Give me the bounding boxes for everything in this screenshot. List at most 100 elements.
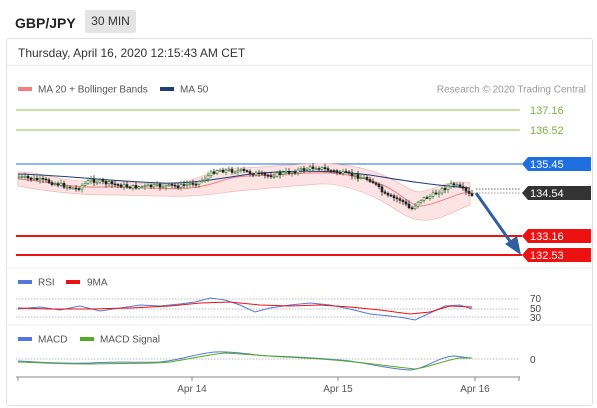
candle-body [179,184,183,188]
candle-body [83,183,87,186]
macd-signal-legend-label: MACD Signal [100,335,160,346]
candle-body [251,173,255,176]
candle-body [20,176,24,178]
candle-body [434,192,438,195]
candle-body [65,186,69,189]
candle-body [344,171,348,173]
candle-body [461,186,465,189]
x-tick-apr15: Apr 15 [323,384,353,395]
candle-body [122,184,126,188]
candle-body [350,172,354,177]
legend-ma20-swatch [18,87,32,91]
candle-body [170,184,174,186]
candle-body [425,197,429,199]
card-header: Thursday, April 16, 2020 12:15:43 AM CET [7,39,592,66]
timeframe-tab[interactable]: 30 MIN [85,10,136,33]
candle-body [278,172,282,176]
candle-body [428,196,432,199]
candle-body [56,183,60,186]
rsi-legend-label: RSI [38,278,55,289]
candle-body [257,172,261,175]
rsi-label-30: 30 [530,313,542,324]
candle-body [443,188,447,190]
candle-body [47,179,51,183]
candle-body [266,174,270,177]
candle-body [413,205,417,210]
candle-body [68,186,72,189]
candle-body [248,171,252,175]
candle-body [191,183,195,185]
candle-body [392,195,396,199]
candle-body [110,181,114,185]
candle-body [26,175,30,179]
candle-body [260,172,264,175]
candle-body [320,167,324,170]
candle-body [182,184,186,186]
candle-body [155,183,159,186]
candle-body [35,177,39,181]
candle-body [137,186,141,189]
candle-body [86,180,90,184]
legend-ma50-swatch [160,87,174,91]
candle-body [395,197,399,200]
candle-body [227,169,231,171]
rsi-ma-line [17,301,473,315]
candle-body [296,169,300,174]
candle-body [149,184,153,188]
candle-body [437,192,441,195]
ma20-line [17,172,471,207]
candle-body [383,191,387,194]
macd-signal-line [17,352,472,370]
candle-body [464,187,468,192]
candle-body [200,180,204,182]
support-label-2-bg [522,248,591,262]
candle-body [233,171,237,174]
pair-title: GBP/JPY [15,15,76,31]
candle-body [293,171,297,174]
candle-body [62,183,66,188]
candle-body [173,184,177,187]
candle-body [332,170,336,172]
candle-body [389,194,393,197]
candle-body [326,168,330,171]
candle-body [230,169,234,173]
rsi-ma-legend-swatch [66,280,80,284]
candle-body [188,183,192,185]
candle-body [41,178,45,180]
candle-body [404,201,408,205]
candle-body [185,184,189,186]
candle-body [164,185,168,188]
macd-legend-swatch [18,337,32,341]
candle-body [104,181,108,185]
candle-body [290,171,294,174]
candle-body [359,177,363,179]
candle-body [365,177,369,180]
candle-body [386,193,390,196]
candle-body [95,181,99,184]
candle-body [245,170,249,172]
timestamp: Thursday, April 16, 2020 12:15:43 AM CET [18,46,246,60]
legend-ma20-label: MA 20 + Bollinger Bands [38,85,148,96]
candle-body [239,169,243,171]
candle-body [467,190,471,194]
candle-body [98,179,102,183]
candle-body [299,168,303,171]
candle-body [341,171,345,174]
candle-body [449,183,453,187]
rsi-legend-swatch [18,280,32,284]
candle-body [368,179,372,182]
chart-card: Thursday, April 16, 2020 12:15:43 AM CET [6,38,593,406]
candle-body [203,178,207,181]
candle-body [347,171,351,174]
support-label-1: 133.16 [530,231,564,243]
candle-body [218,170,222,172]
target-label-2: 136.52 [530,125,564,137]
candle-body [119,184,123,188]
candle-body [287,171,291,174]
candle-body [305,168,309,171]
candle-body [59,183,63,186]
rsi-ma-legend-label: 9MA [87,278,108,289]
macd-signal-legend-swatch [80,337,94,341]
candle-body [407,203,411,209]
candle-body [269,175,273,178]
